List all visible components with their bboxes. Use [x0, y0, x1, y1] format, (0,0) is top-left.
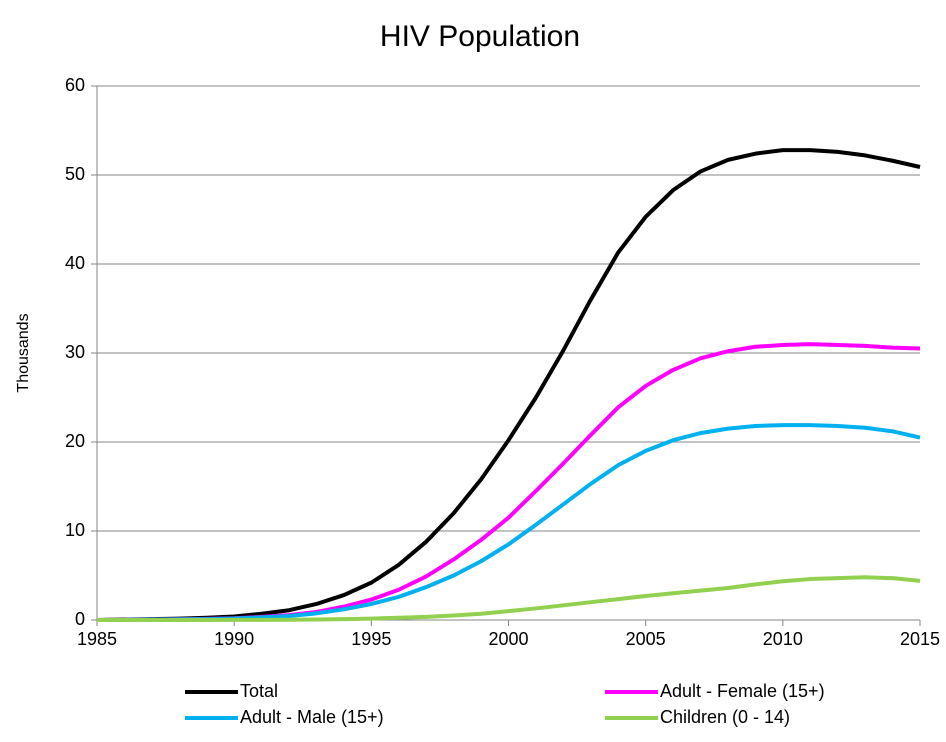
- series-line: [96, 423, 921, 622]
- x-tick-label: 2000: [488, 629, 528, 649]
- legend-label: Adult - Female (15+): [660, 681, 825, 701]
- y-tick-label: 50: [65, 164, 85, 184]
- x-tick-label: 2005: [626, 629, 666, 649]
- x-tick-label: 2015: [900, 629, 940, 649]
- x-tick-label: 1990: [214, 629, 254, 649]
- x-tick-label: 1985: [77, 629, 117, 649]
- y-tick-label: 20: [65, 431, 85, 451]
- series-line: [96, 148, 921, 622]
- y-axis-label: Thousands: [15, 313, 32, 392]
- x-tick-label: 1995: [351, 629, 391, 649]
- legend-label: Children (0 - 14): [660, 707, 790, 727]
- chart-title: HIV Population: [380, 20, 580, 53]
- y-tick-label: 40: [65, 253, 85, 273]
- y-tick-label: 10: [65, 520, 85, 540]
- x-tick-label: 2010: [763, 629, 803, 649]
- y-tick-label: 0: [75, 609, 85, 629]
- legend-label: Adult - Male (15+): [240, 707, 384, 727]
- y-tick-label: 30: [65, 342, 85, 362]
- legend-label: Total: [240, 681, 278, 701]
- series-line: [97, 575, 921, 622]
- y-tick-label: 60: [65, 75, 85, 95]
